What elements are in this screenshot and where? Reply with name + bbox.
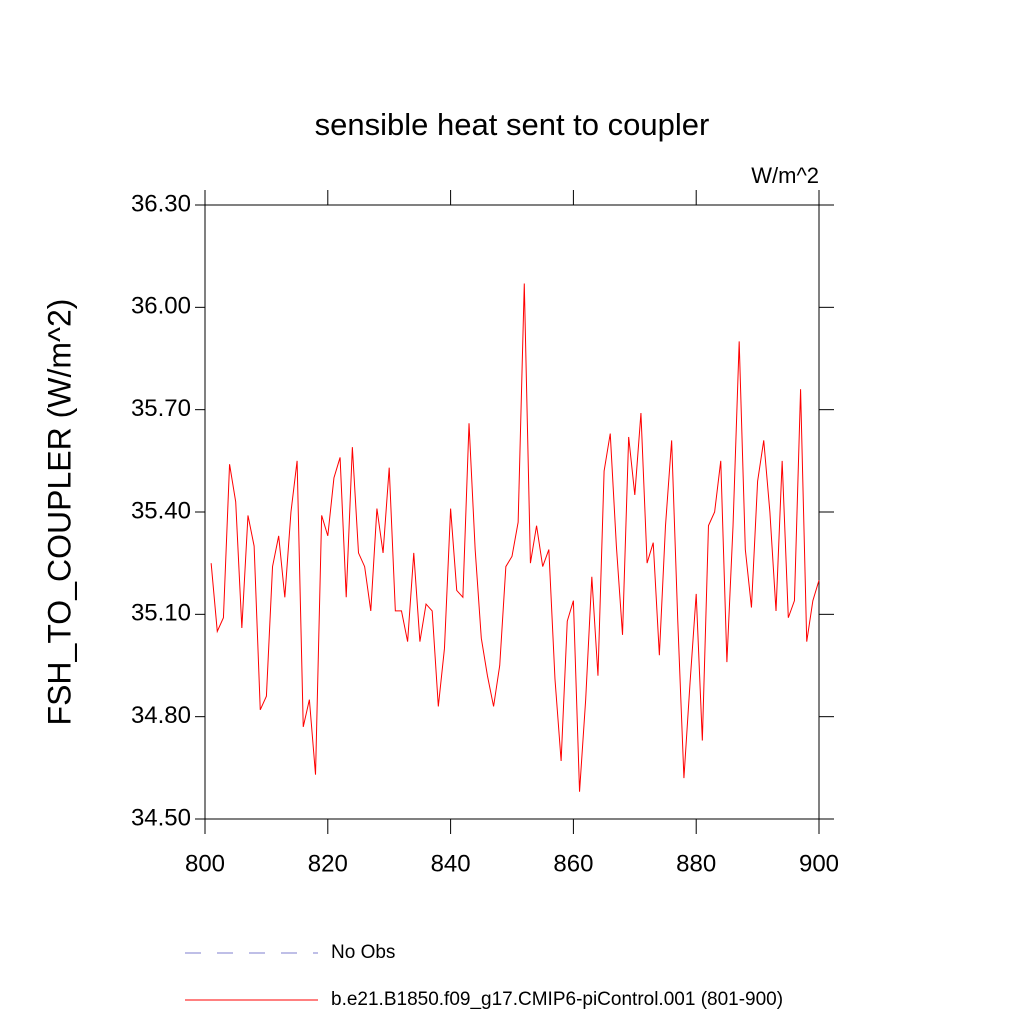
x-tick-label: 840 [431,850,471,877]
legend-label: No Obs [331,942,395,963]
y-tick-label: 35.40 [131,497,191,524]
x-tick-label: 860 [553,850,593,877]
y-tick-label: 34.50 [131,804,191,831]
units-label: W/m^2 [751,163,819,188]
chart-title: sensible heat sent to coupler [315,107,710,142]
y-tick-label: 35.10 [131,600,191,627]
x-tick-label: 800 [185,850,225,877]
line-series [210,283,820,792]
x-tick-label: 820 [308,850,348,877]
y-tick-label: 36.30 [131,190,191,217]
x-tick-label: 880 [676,850,716,877]
x-tick-label: 900 [799,850,839,877]
y-axis-label: FSH_TO_COUPLER (W/m^2) [41,299,77,726]
y-tick-label: 34.80 [131,702,191,729]
plot-frame [204,204,820,820]
y-tick-label: 35.70 [131,395,191,422]
legend-label: b.e21.B1850.f09_g17.CMIP6-piControl.001 … [331,989,783,1010]
y-tick-label: 36.00 [131,293,191,320]
